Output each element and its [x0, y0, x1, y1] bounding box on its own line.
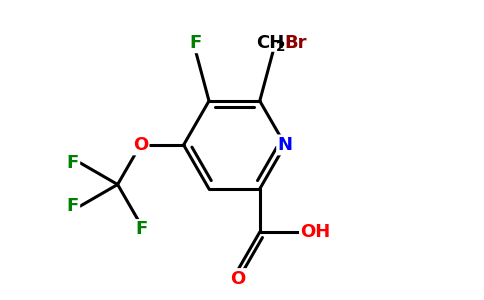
Text: F: F: [136, 220, 148, 238]
Text: F: F: [66, 154, 79, 172]
Text: O: O: [230, 269, 246, 287]
Text: N: N: [278, 136, 293, 154]
Text: 2: 2: [276, 40, 286, 54]
Text: F: F: [66, 197, 79, 215]
Text: F: F: [190, 34, 202, 52]
Text: O: O: [133, 136, 148, 154]
Text: OH: OH: [301, 223, 331, 241]
Text: Br: Br: [285, 34, 307, 52]
Text: CH: CH: [256, 34, 285, 52]
